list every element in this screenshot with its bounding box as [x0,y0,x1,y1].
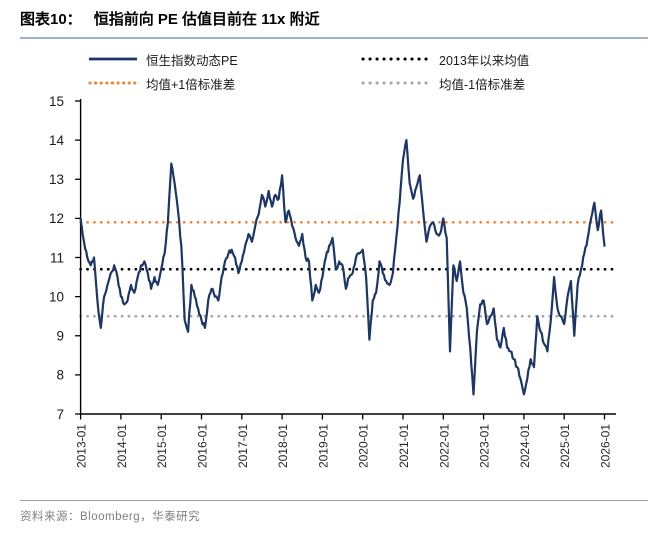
legend-item-mean: 2013年以来均值 [361,51,530,68]
figure-number: 图表10： [20,11,82,28]
plus1sd-line-swatch-icon [88,81,138,85]
x-tick-label: 2026-01 [599,424,613,468]
legend-label: 2013年以来均值 [439,53,530,68]
mean-line-swatch-icon [361,57,431,61]
hsi-forward-pe-line [79,139,606,396]
source-note: 资料来源：Bloomberg，华泰研究 [20,511,201,523]
legend-item-hsi-pe: 恒生指数动态PE [88,51,238,68]
y-tick-label: 7 [56,407,64,422]
y-tick-label: 9 [56,329,64,344]
legend-label: 均值-1倍标准差 [439,77,526,92]
x-tick-label: 2022-01 [437,424,451,468]
x-tick-label: 2025-01 [558,424,572,468]
legend-item-plus1sd: 均值+1倍标准差 [88,75,236,92]
x-tick-label: 2019-01 [316,424,330,468]
y-tick-label: 15 [49,94,64,109]
x-tick-label: 2014-01 [115,424,129,468]
y-tick-label: 11 [50,250,64,265]
x-tick-label: 2017-01 [236,424,250,468]
legend-label: 恒生指数动态PE [146,53,238,68]
figure-title: 恒指前向 PE 估值目前在 11x 附近 [93,11,320,28]
x-tick-label: 2021-01 [397,424,411,468]
y-tick-label: 13 [49,172,64,187]
x-tick-label: 2023-01 [478,424,492,468]
title-divider [20,37,648,39]
legend-label: 均值+1倍标准差 [146,77,236,92]
y-tick-label: 14 [49,133,65,148]
y-tick-label: 12 [49,211,64,226]
footer-divider [20,500,648,501]
legend-item-minus1sd: 均值-1倍标准差 [361,75,526,92]
x-tick-label: 2013-01 [75,424,89,468]
x-tick-label: 2018-01 [276,424,290,468]
x-tick-label: 2020-01 [357,424,371,468]
y-tick-label: 8 [56,368,64,383]
x-tick-label: 2016-01 [196,424,210,468]
x-tick-label: 2015-01 [155,424,169,468]
x-tick-label: 2024-01 [518,424,532,468]
y-tick-label: 10 [49,289,64,304]
series-line-swatch-icon [89,57,137,61]
figure-header: 图表10： 恒指前向 PE 估值目前在 11x 附近 [20,8,320,29]
minus1sd-line-swatch-icon [361,81,431,85]
